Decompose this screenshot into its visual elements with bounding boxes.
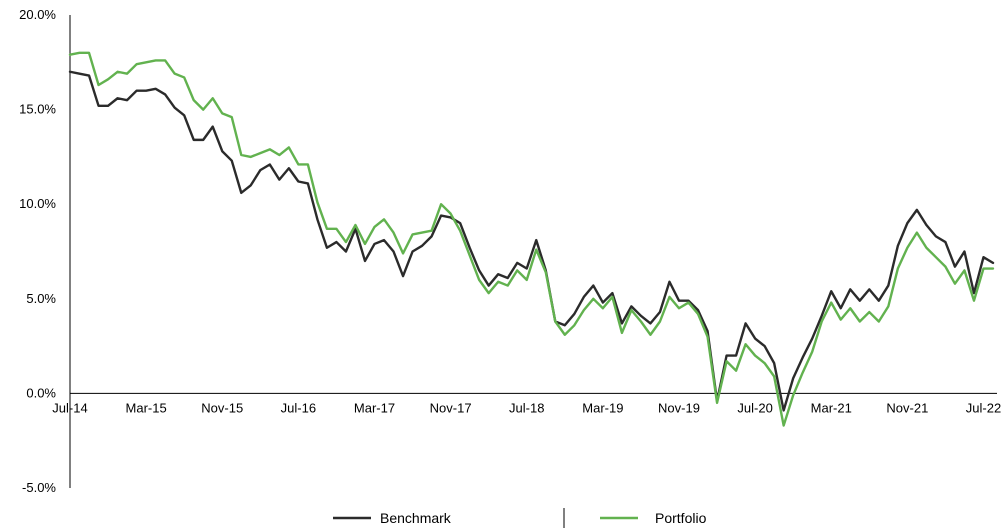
y-tick-label: 10.0%: [19, 196, 56, 211]
x-tick-label: Mar-21: [811, 400, 852, 415]
x-axis: Jul-14 Mar-15 Nov-15 Jul-16 Mar-17 Nov-17 Jul-…: [52, 392, 1001, 415]
y-tick-label: 5.0%: [26, 291, 56, 306]
x-tick-label: Jul-22: [966, 400, 1001, 415]
series-line-benchmark: [68, 70, 995, 412]
x-tick-label: Mar-19: [582, 400, 623, 415]
x-tick-label: Mar-17: [354, 400, 395, 415]
x-tick-label: Nov-19: [658, 400, 700, 415]
x-tick-label: Nov-21: [886, 400, 928, 415]
x-tick-label: Nov-15: [201, 400, 243, 415]
y-tick-label: 20.0%: [19, 7, 56, 22]
legend-label-portfolio: Portfolio: [655, 510, 707, 526]
x-tick-label: Jul-16: [281, 400, 316, 415]
legend-label-benchmark: Benchmark: [380, 510, 452, 526]
series-layer: [68, 51, 995, 427]
x-tick-label: Jul-20: [737, 400, 772, 415]
y-tick-label: 0.0%: [26, 385, 56, 400]
x-tick-label: Nov-17: [430, 400, 472, 415]
series-line-portfolio: [68, 51, 995, 427]
x-tick-label: Jul-14: [52, 400, 87, 415]
legend: Benchmark Portfolio: [333, 508, 707, 528]
y-tick-label: -5.0%: [22, 480, 56, 495]
y-tick-label: 15.0%: [19, 102, 56, 117]
x-tick-label: Jul-18: [509, 400, 544, 415]
y-axis: -5.0% 0.0% 5.0% 10.0% 15.0% 20.0%: [19, 7, 71, 495]
x-tick-label: Mar-15: [126, 400, 167, 415]
